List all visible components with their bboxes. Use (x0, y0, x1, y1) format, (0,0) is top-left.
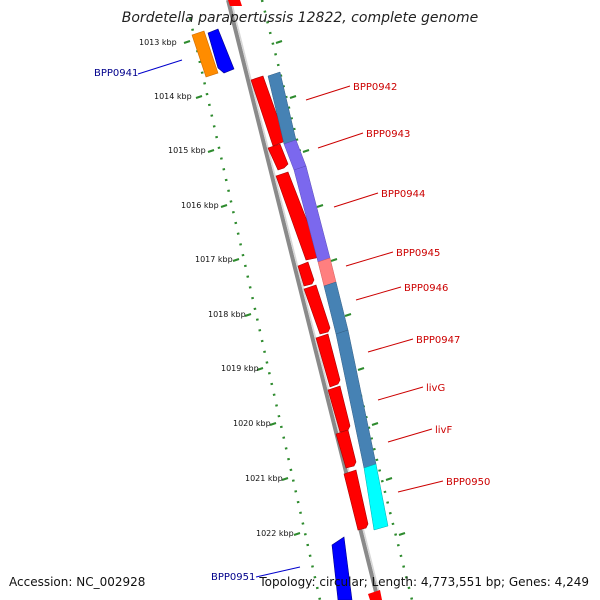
accession-text: Accession: NC_002928 (9, 575, 145, 589)
feature-bar-cyan[interactable] (363, 463, 389, 531)
tick-label: 1013 kbp (139, 38, 177, 47)
leader-line (137, 59, 183, 75)
gene-arrow[interactable] (327, 385, 351, 433)
gene-arrow[interactable] (267, 143, 289, 171)
tick-mark (232, 258, 240, 262)
map-title: Bordetella parapertussis 12822, complete… (122, 10, 478, 26)
leader-line (367, 338, 414, 353)
tick-mark (269, 422, 277, 426)
tick-mark (244, 313, 252, 317)
gene-label[interactable]: BPP0945 (396, 248, 440, 259)
tick-label: 1019 kbp (221, 364, 259, 373)
tick-mark (275, 40, 283, 44)
genome-stats-text: Topology: circular; Length: 4,773,551 bp… (258, 575, 589, 589)
gene-labels: BPP0941 BPP0942 BPP0943 BPP0944 BPP0945 … (94, 68, 490, 583)
gene-label[interactable]: BPP0944 (381, 189, 425, 200)
leader-line (377, 386, 424, 401)
gene-label[interactable]: livF (435, 425, 452, 436)
leader-line (333, 192, 379, 208)
tick-mark (183, 40, 191, 44)
tick-mark (385, 477, 393, 481)
leader-line (387, 428, 433, 443)
gene-arrow[interactable] (297, 261, 315, 287)
tick-mark (371, 422, 379, 426)
tick-label: 1015 kbp (168, 146, 206, 155)
leader-line (255, 566, 301, 578)
gene-arrow[interactable] (303, 284, 331, 335)
gene-arrow[interactable] (343, 469, 369, 531)
tick-label: 1017 kbp (195, 255, 233, 264)
forward-genes (250, 75, 369, 531)
leader-line (345, 251, 394, 267)
gene-arrow[interactable] (315, 333, 341, 388)
gene-label[interactable]: BPP0951 (211, 572, 255, 583)
tick-marks (183, 40, 301, 536)
tick-mark (302, 149, 310, 153)
gene-label[interactable]: BPP0942 (353, 82, 397, 93)
leader-line (305, 85, 351, 101)
tick-mark (398, 532, 406, 536)
tick-mark (207, 149, 215, 153)
gene-label[interactable]: BPP0947 (416, 335, 460, 346)
right-tick-marks (275, 40, 406, 536)
gene-arrow[interactable] (228, 0, 242, 6)
gene-label[interactable]: livG (426, 383, 445, 394)
tick-label: 1014 kbp (154, 92, 192, 101)
gene-label[interactable]: BPP0946 (404, 283, 448, 294)
tick-mark (344, 313, 352, 317)
label-leaders (137, 59, 444, 578)
tick-mark (220, 204, 228, 208)
tick-mark (289, 95, 297, 99)
tick-label: 1020 kbp (233, 419, 271, 428)
gene-arrow[interactable] (368, 590, 382, 600)
tick-label: 1022 kbp (256, 529, 294, 538)
tick-mark (281, 477, 289, 481)
tick-labels: 1013 kbp 1014 kbp 1015 kbp 1016 kbp 1017… (139, 38, 294, 538)
tick-mark (330, 258, 338, 262)
gene-arrow-reverse[interactable] (207, 28, 235, 74)
tick-label: 1016 kbp (181, 201, 219, 210)
tick-label: 1018 kbp (208, 310, 246, 319)
tick-mark (357, 367, 365, 371)
feature-bar-orange[interactable] (191, 30, 219, 78)
leader-line (397, 480, 444, 493)
tick-mark (316, 204, 324, 208)
gene-label[interactable]: BPP0943 (366, 129, 410, 140)
gene-label[interactable]: BPP0941 (94, 68, 138, 79)
tick-mark (256, 367, 264, 371)
annotation-bars (267, 71, 389, 531)
leader-line (355, 286, 402, 301)
tick-mark (195, 95, 203, 99)
gene-arrow[interactable] (335, 429, 357, 469)
leader-line (317, 132, 364, 149)
tick-mark (293, 532, 301, 536)
left-dotted-guide (188, 17, 322, 600)
tick-label: 1021 kbp (245, 474, 283, 483)
gene-arrow-reverse[interactable] (331, 536, 353, 600)
gene-label[interactable]: BPP0950 (446, 477, 490, 488)
